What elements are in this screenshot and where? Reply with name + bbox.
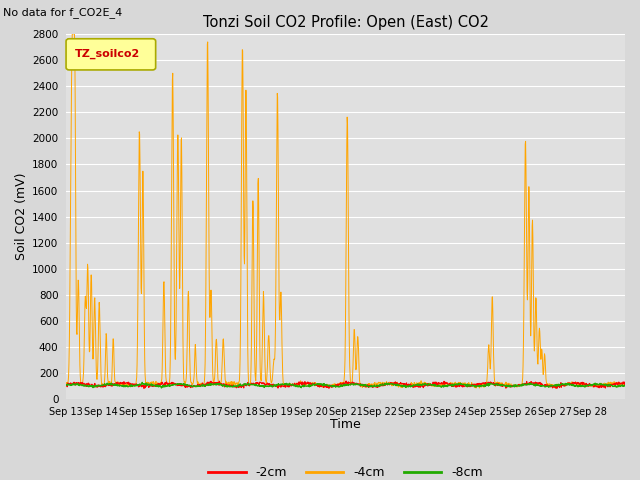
Title: Tonzi Soil CO2 Profile: Open (East) CO2: Tonzi Soil CO2 Profile: Open (East) CO2 — [202, 15, 488, 30]
Text: TZ_soilco2: TZ_soilco2 — [74, 49, 140, 60]
Y-axis label: Soil CO2 (mV): Soil CO2 (mV) — [15, 173, 28, 261]
Text: No data for f_CO2E_4: No data for f_CO2E_4 — [3, 7, 122, 18]
X-axis label: Time: Time — [330, 419, 361, 432]
Legend: -2cm, -4cm, -8cm: -2cm, -4cm, -8cm — [204, 461, 488, 480]
